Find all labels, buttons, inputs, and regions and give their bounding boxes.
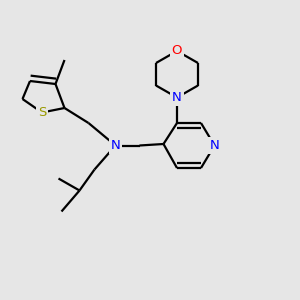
Text: N: N: [210, 139, 219, 152]
Text: O: O: [172, 44, 182, 58]
Text: N: N: [172, 91, 182, 104]
Text: S: S: [38, 106, 46, 119]
Text: N: N: [111, 139, 120, 152]
